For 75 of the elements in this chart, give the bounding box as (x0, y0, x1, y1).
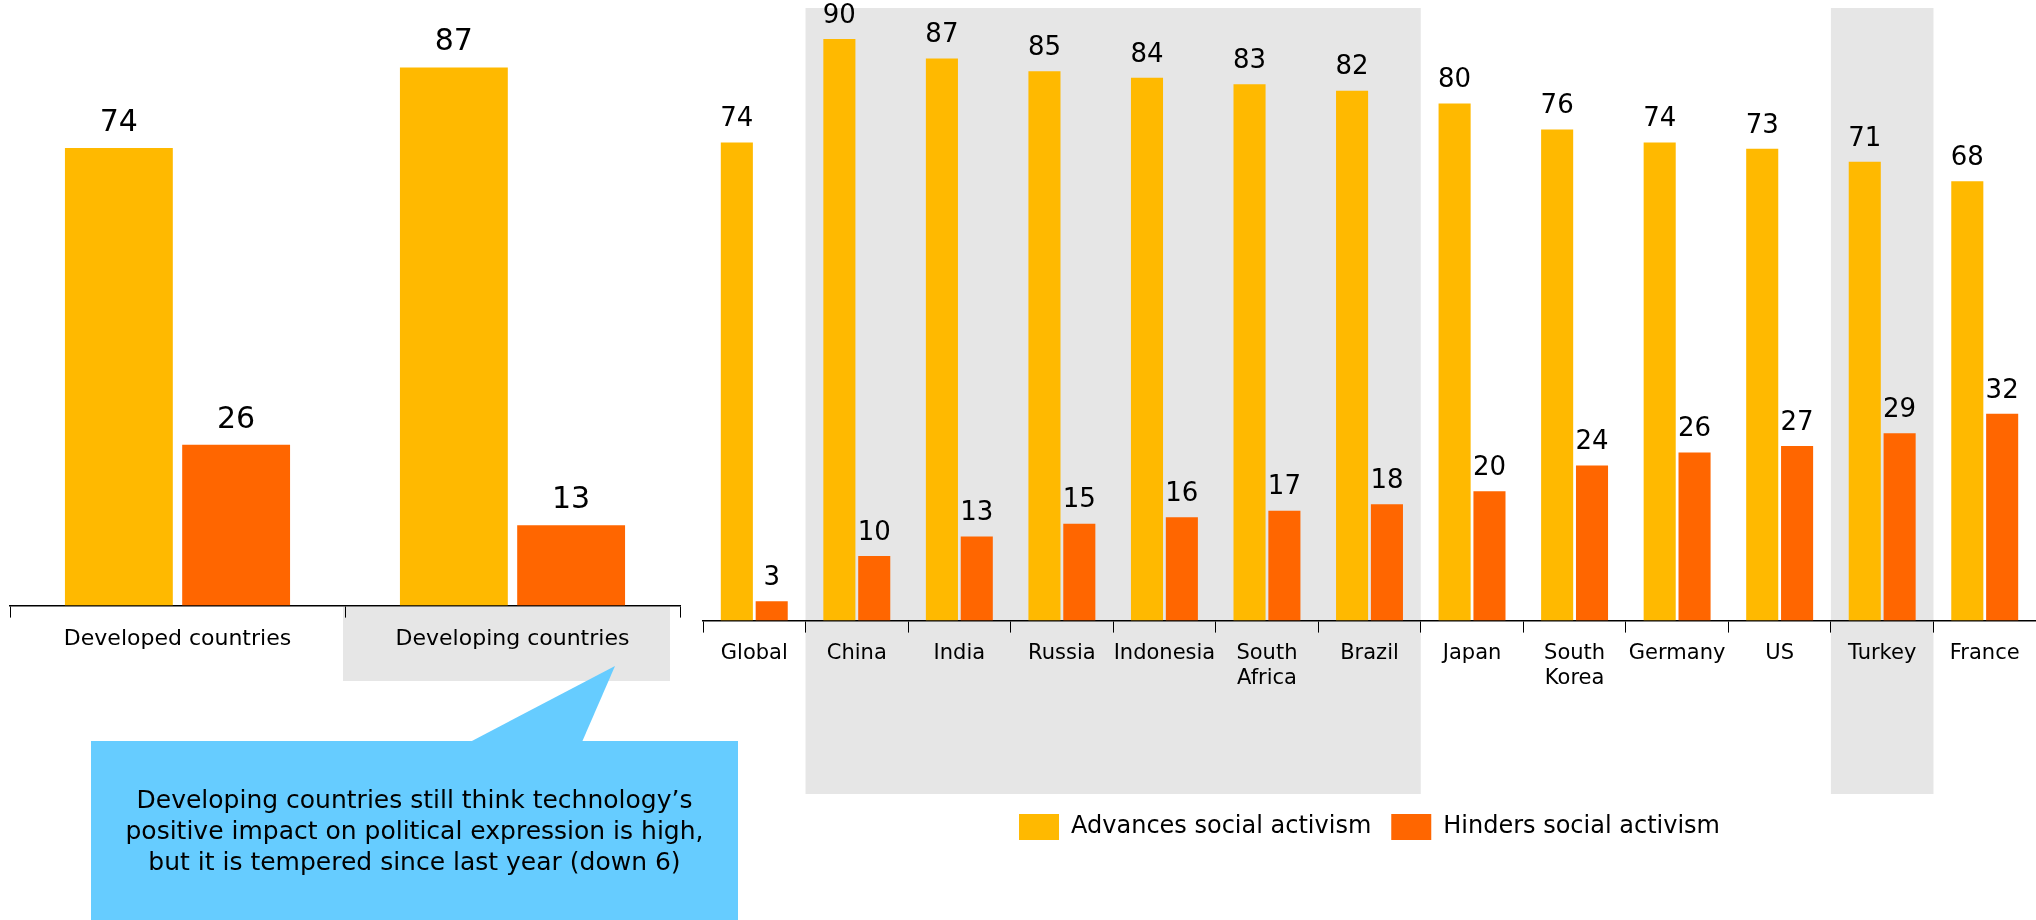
data-label: 32 (1985, 373, 2019, 404)
data-label: 85 (1027, 31, 1061, 62)
bar (1951, 181, 1984, 621)
bar (1370, 504, 1403, 621)
x-tick-label: Developing countries (395, 624, 630, 650)
data-label: 74 (99, 102, 138, 138)
x-tick-label: China (826, 639, 887, 664)
data-label: 26 (217, 399, 256, 435)
bar (1130, 77, 1164, 621)
bar (1438, 103, 1471, 621)
bar (64, 147, 173, 606)
bar (1028, 71, 1061, 621)
bar (182, 444, 291, 606)
data-label: 18 (1370, 464, 1404, 495)
bar (1268, 510, 1301, 621)
data-label: 74 (1643, 102, 1677, 133)
data-label: 20 (1472, 451, 1507, 482)
x-tick-label: South Korea (1544, 639, 1606, 689)
x-tick-label: Indonesia (1113, 639, 1216, 664)
data-label: 26 (1678, 412, 1712, 443)
x-tick-label: US (1765, 639, 1795, 664)
x-tick-label: Brazil (1340, 639, 1399, 664)
x-tick-label: Japan (1440, 639, 1502, 664)
bar (1473, 491, 1506, 621)
data-label: 24 (1575, 425, 1609, 456)
data-label: 87 (925, 18, 959, 49)
data-label: 10 (857, 515, 891, 546)
bar (925, 58, 958, 621)
bar (823, 39, 856, 621)
bar (755, 601, 788, 621)
data-label: 29 (1883, 392, 1917, 423)
bar (1233, 84, 1266, 621)
data-label: 68 (1950, 140, 1984, 171)
data-label: 3 (763, 560, 780, 591)
data-label: 15 (1062, 483, 1096, 514)
bar (858, 555, 891, 621)
x-tick-label: Global (720, 639, 788, 664)
bar (720, 142, 753, 621)
bar (1643, 142, 1676, 621)
bar (1883, 433, 1916, 621)
data-label: 80 (1438, 63, 1472, 94)
bar (1336, 90, 1369, 621)
x-tick-label: France (1949, 639, 2020, 664)
data-label: 13 (552, 480, 591, 515)
data-label: 87 (434, 22, 473, 58)
data-label: 84 (1130, 37, 1164, 68)
data-label: 16 (1165, 476, 1199, 507)
data-label: 76 (1540, 89, 1574, 120)
bar (960, 536, 993, 621)
legend-label: Hinders social activism (1443, 811, 1720, 840)
x-tick-label: Germany (1628, 639, 1726, 664)
x-tick-label: India (933, 639, 986, 664)
bar (1165, 517, 1198, 621)
data-label: 82 (1335, 50, 1369, 81)
data-label: 27 (1780, 405, 1814, 436)
data-label: 73 (1745, 108, 1779, 139)
data-label: 90 (822, 0, 856, 29)
data-label: 74 (720, 102, 754, 133)
x-tick-label: Developed countries (63, 624, 292, 650)
x-tick-label: South Africa (1236, 639, 1298, 689)
bar (1678, 452, 1711, 621)
bar (1575, 465, 1609, 621)
x-tick-label: Turkey (1847, 639, 1917, 664)
bar (1541, 129, 1574, 621)
data-label: 17 (1267, 470, 1301, 501)
bar (1063, 523, 1096, 621)
bar (1986, 413, 2019, 621)
bar (1746, 148, 1779, 621)
data-label: 83 (1232, 43, 1267, 74)
x-tick-label: Russia (1028, 639, 1096, 664)
data-label: 13 (960, 496, 994, 527)
bar (1848, 161, 1881, 621)
legend-label: Advances social activism (1071, 811, 1372, 840)
bar (1781, 446, 1814, 621)
data-label: 71 (1848, 121, 1882, 152)
